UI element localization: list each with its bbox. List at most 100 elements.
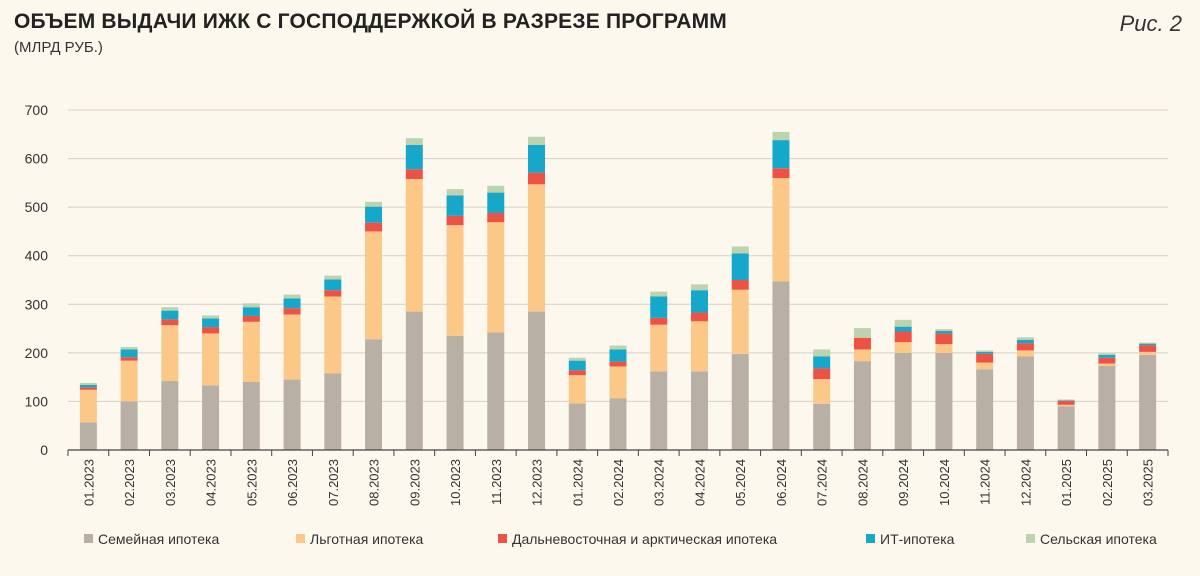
bar-segment: [609, 366, 627, 399]
x-tick-label: 06.2023: [285, 459, 300, 506]
bar-segment: [1057, 400, 1075, 405]
bar-segment: [650, 371, 668, 450]
bar-segment: [568, 360, 586, 371]
bar-segment: [283, 379, 301, 450]
legend-swatch: [1026, 534, 1035, 543]
bar-segment: [79, 389, 97, 423]
legend-label: Сельская ипотека: [1040, 531, 1157, 547]
bar-segment: [813, 379, 831, 404]
bar-segment: [1057, 399, 1075, 401]
bar-segment: [935, 329, 953, 331]
legend-item: Сельская ипотека: [1026, 531, 1157, 547]
bar-segment: [405, 169, 423, 179]
axes: 0 100 200 300 400 500 600 700 01.2023 02.2023 03.2…: [25, 102, 1169, 506]
x-tick-label: 02.2025: [1100, 459, 1115, 506]
bar-segment: [772, 140, 790, 169]
x-tick-label: 01.2023: [81, 459, 96, 506]
bar-segment: [1016, 350, 1034, 357]
x-tick-label: 04.2024: [692, 459, 707, 506]
bar-segment: [813, 349, 831, 357]
bar-segment: [976, 353, 994, 363]
bar-segment: [202, 315, 220, 319]
bar-segment: [1016, 343, 1034, 351]
bar-segment: [446, 189, 464, 196]
y-tick-label: 400: [25, 248, 49, 264]
bar-segment: [690, 284, 708, 291]
bar-segment: [324, 296, 342, 374]
bar-segment: [1139, 345, 1157, 352]
y-tick-label: 500: [25, 199, 49, 215]
x-tick-label: 11.2023: [489, 459, 504, 505]
legend-swatch: [866, 534, 875, 543]
x-tick-label: 07.2023: [326, 459, 341, 506]
bar-segment: [609, 345, 627, 350]
bar-segment: [772, 178, 790, 282]
bar-segment: [894, 331, 912, 343]
bar-segment: [976, 362, 994, 370]
bar-segment: [79, 382, 97, 385]
y-tick-label: 0: [40, 442, 48, 458]
x-tick-label: 03.2023: [163, 459, 178, 506]
bar-segment: [731, 353, 749, 450]
x-tick-label: 08.2023: [367, 459, 382, 506]
bar-segment: [650, 324, 668, 372]
bar-segment: [976, 369, 994, 450]
x-tick-label: 01.2025: [1059, 459, 1074, 506]
bar-segment: [242, 303, 260, 308]
bar-segment: [1098, 365, 1116, 450]
bar-segment: [813, 356, 831, 369]
bar-segment: [853, 361, 871, 450]
x-tick-label: 12.2023: [530, 459, 545, 506]
legend-label: Дальневосточная и арктическая ипотека: [512, 531, 777, 547]
bar-segment: [120, 360, 138, 402]
bar-segment: [772, 131, 790, 141]
bar-segment: [772, 168, 790, 178]
bar-segment: [528, 172, 546, 185]
bar-segment: [1139, 342, 1157, 344]
bar-segment: [690, 371, 708, 450]
bar-segment: [853, 328, 871, 338]
bar-segment: [446, 215, 464, 226]
x-tick-label: 10.2024: [937, 459, 952, 506]
bar-segment: [446, 225, 464, 336]
bar-segment: [731, 289, 749, 354]
bar-segment: [79, 422, 97, 450]
x-tick-label: 03.2024: [652, 459, 667, 506]
bar-segment: [609, 361, 627, 367]
bar-segment: [568, 403, 586, 450]
bar-segment: [202, 333, 220, 386]
bar-segment: [161, 307, 179, 311]
x-tick-label: 06.2024: [774, 459, 789, 506]
bar-segment: [528, 136, 546, 145]
bar-segment: [772, 281, 790, 450]
bar-segment: [202, 327, 220, 334]
bar-segment: [1139, 351, 1157, 355]
bar-segment: [1139, 343, 1157, 346]
bar-segment: [568, 357, 586, 361]
bar-segment: [365, 206, 383, 223]
bar-segment: [976, 350, 994, 352]
bar-segment: [242, 382, 260, 450]
bar-segment: [976, 351, 994, 354]
bar-segment: [446, 335, 464, 450]
bar-segment: [283, 308, 301, 315]
bars: [79, 131, 1157, 450]
bar-segment: [242, 307, 260, 316]
bar-segment: [813, 368, 831, 380]
bar-segment: [487, 185, 505, 193]
bar-segment: [161, 325, 179, 382]
x-tick-label: 09.2024: [896, 459, 911, 506]
legend-label: Льготная ипотека: [310, 531, 424, 547]
bar-segment: [242, 315, 260, 322]
bar-segment: [365, 231, 383, 340]
bar-segment: [202, 385, 220, 450]
bar-segment: [120, 349, 138, 358]
x-tick-label: 03.2025: [1141, 459, 1156, 506]
bar-segment: [1098, 363, 1116, 366]
bar-segment: [405, 178, 423, 312]
x-tick-label: 09.2023: [407, 459, 422, 506]
bar-segment: [650, 296, 668, 318]
chart-title: ОБЪЕМ ВЫДАЧИ ИЖК С ГОСПОДДЕРЖКОЙ В РАЗРЕ…: [14, 10, 727, 33]
x-tick-label: 10.2023: [448, 459, 463, 506]
